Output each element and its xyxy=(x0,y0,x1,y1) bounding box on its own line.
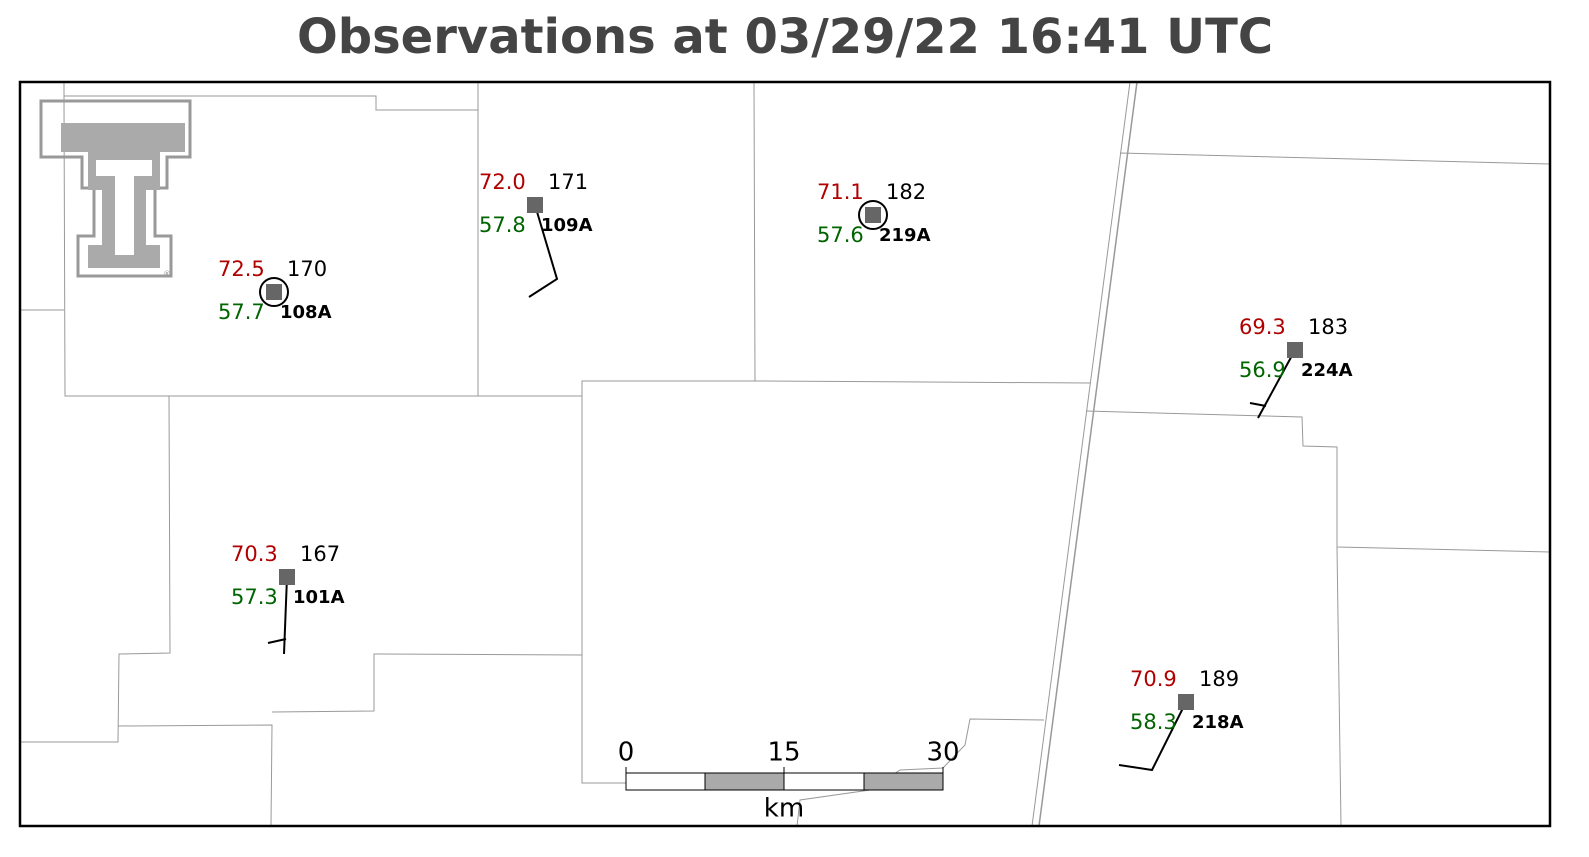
stations: 72.5 170 57.7 108A 72.0 171 57.8 109A 71.1 182 57.… xyxy=(218,170,1353,772)
station-id: 224A xyxy=(1301,360,1353,381)
station-marker xyxy=(527,197,543,213)
dewpoint: 57.8 xyxy=(479,213,526,237)
station-marker xyxy=(1287,342,1303,358)
logo: ® xyxy=(39,99,192,279)
wind-barb xyxy=(528,204,559,298)
svg-text:®: ® xyxy=(163,270,171,279)
scale-label: 0 xyxy=(618,738,635,768)
dewpoint: 56.9 xyxy=(1239,358,1286,382)
station-id: 108A xyxy=(280,302,332,323)
station-marker xyxy=(1178,694,1194,710)
station-value: 170 xyxy=(287,257,327,281)
station-marker xyxy=(266,284,282,300)
station-value: 182 xyxy=(886,180,926,204)
scale-label: 30 xyxy=(926,738,959,768)
station-id: 101A xyxy=(293,587,345,608)
temperature: 70.9 xyxy=(1130,667,1177,691)
scale-unit: km xyxy=(764,794,804,824)
wind-barb xyxy=(283,576,288,655)
temperature: 72.0 xyxy=(479,170,526,194)
temperature: 69.3 xyxy=(1239,315,1286,339)
temperature: 70.3 xyxy=(231,542,278,566)
station-value: 167 xyxy=(300,542,340,566)
wind-barb xyxy=(267,638,287,644)
wind-barb xyxy=(1118,701,1187,772)
temperature: 71.1 xyxy=(817,180,864,204)
temperature: 72.5 xyxy=(218,257,265,281)
station-id: 109A xyxy=(541,215,593,236)
station-marker xyxy=(865,207,881,223)
station-id: 219A xyxy=(879,225,931,246)
station-value: 189 xyxy=(1199,667,1239,691)
calm-circle xyxy=(858,200,888,230)
scale-bar: 0 15 30 km xyxy=(618,738,960,824)
dewpoint: 58.3 xyxy=(1130,710,1177,734)
wind-barb xyxy=(1249,402,1267,407)
station-marker xyxy=(279,569,295,585)
calm-circle xyxy=(259,277,289,307)
dewpoint: 57.6 xyxy=(817,223,864,247)
dewpoint: 57.7 xyxy=(218,300,265,324)
station-value: 183 xyxy=(1308,315,1348,339)
station-id: 218A xyxy=(1192,712,1244,733)
scale-label: 15 xyxy=(767,738,800,768)
map-frame xyxy=(18,80,1552,828)
title: Observations at 03/29/22 16:41 UTC xyxy=(297,9,1273,65)
county-lines xyxy=(20,81,1551,827)
station-value: 171 xyxy=(548,170,588,194)
dewpoint: 57.3 xyxy=(231,585,278,609)
